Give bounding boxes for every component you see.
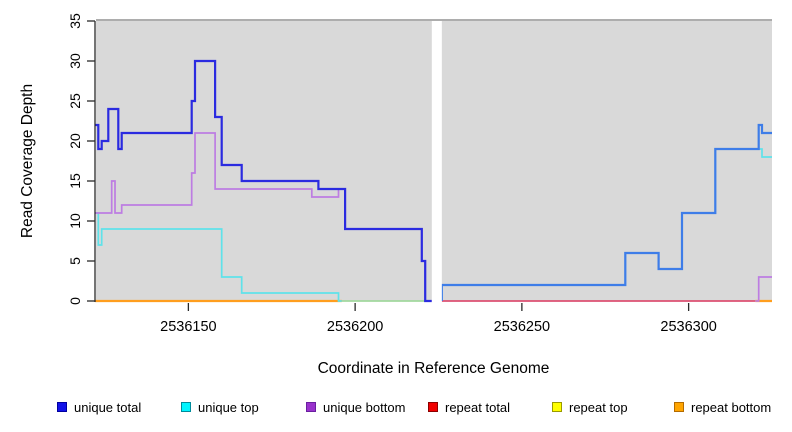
repeat-top-swatch-icon [552,402,562,412]
y-tick-label: 10 [67,213,83,229]
unique-bottom-line [755,276,772,302]
legend-entry-repeat-top: repeat top [552,399,628,415]
x-tick-label: 2536200 [327,319,383,335]
legend-entry-unique-bottom: unique bottom [306,399,405,415]
legend-label: repeat bottom [691,399,772,415]
legend-label: repeat top [569,399,628,415]
x-tick-label: 2536300 [660,319,716,335]
x-tick-label: 2536250 [494,319,550,335]
y-tick-label: 20 [67,133,83,149]
unique-total-line [95,59,432,303]
x-tick-label: 2536150 [160,319,216,335]
y-tick-label: 0 [67,297,83,305]
y-tick-label: 30 [67,53,83,69]
legend-label: unique bottom [323,399,406,415]
legend-label: unique top [198,399,259,415]
legend-label: unique total [74,399,142,415]
plot-top-border [96,19,772,21]
legend: unique total unique top unique bottom re… [0,399,792,417]
y-tick-label: 15 [67,173,83,189]
legend-entry-repeat-bottom: repeat bottom [674,399,771,415]
repeat-total-swatch-icon [428,402,438,412]
coverage-gap-band [431,21,442,305]
unique-total-swatch-icon [57,402,67,412]
legend-entry-unique-total: unique total [57,399,141,415]
unique-top-line [95,212,342,302]
x-axis-title: Coordinate in Reference Genome [317,360,550,377]
y-tick-label: 5 [67,257,83,265]
plot-canvas: 0 5 10 15 20 25 30 35 2536150 2536200 2536250 25363… [67,13,772,335]
y-tick-label: 35 [67,13,83,29]
y-axis-title: Read Coverage Depth [19,83,36,239]
unique-total-line [440,123,772,301]
legend-label: repeat total [445,399,511,415]
y-tick-label: 25 [67,93,83,109]
legend-entry-unique-top: unique top [181,399,259,415]
unique-top-swatch-icon [181,402,191,412]
repeat-bottom-swatch-icon [674,402,684,412]
legend-entry-repeat-total: repeat total [428,399,510,415]
unique-bottom-swatch-icon [306,402,316,412]
